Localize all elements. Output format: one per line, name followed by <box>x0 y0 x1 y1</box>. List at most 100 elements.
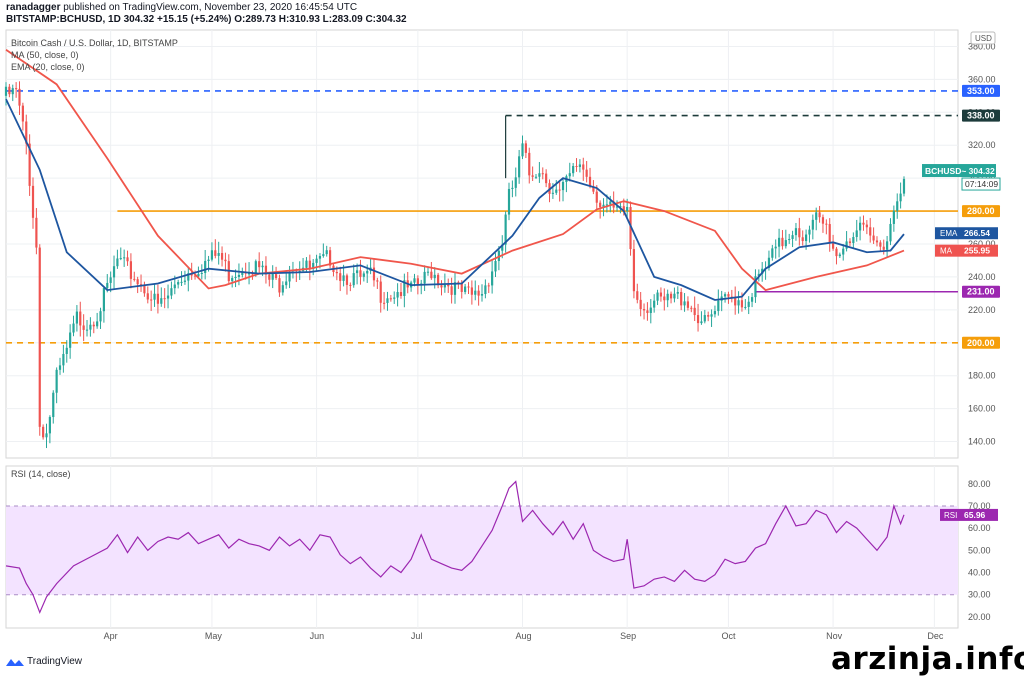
level-tag-338.00 <box>962 109 1000 122</box>
candle-body <box>852 237 855 244</box>
countdown-box <box>961 177 1001 191</box>
candle-body <box>747 301 750 307</box>
candle-body <box>349 284 352 286</box>
candle-body <box>804 234 808 242</box>
candle-body <box>622 206 625 212</box>
level-tag-text: 200.00 <box>967 338 995 348</box>
candle-body <box>507 188 511 215</box>
candle-body <box>139 284 143 286</box>
candle-body <box>197 273 200 277</box>
ma-legend[interactable]: MA (50, close, 0) <box>11 50 79 60</box>
candle-body <box>322 254 325 257</box>
candle-body <box>413 278 416 283</box>
candle-body <box>173 284 176 289</box>
candle-body <box>163 298 166 300</box>
candle-body <box>69 332 72 348</box>
candle-body <box>605 204 609 206</box>
candle-body <box>254 261 257 274</box>
author-name[interactable]: ranadagger <box>6 2 61 13</box>
candle-body <box>416 278 419 285</box>
candle-body <box>663 296 666 301</box>
candle-body <box>96 321 99 327</box>
candle-body <box>811 219 814 230</box>
candle-body <box>160 298 163 304</box>
price-tick-label: 380.00 <box>968 41 996 51</box>
candle-body <box>399 292 403 297</box>
candle-body <box>464 286 467 292</box>
candle-body <box>767 257 771 268</box>
rsi-legend[interactable]: RSI (14, close) <box>11 469 71 479</box>
candle-body <box>703 315 706 322</box>
candle-body <box>31 185 35 218</box>
price-tick-label: 260.00 <box>968 239 996 249</box>
level-tag-231.00 <box>962 285 1000 298</box>
candle-body <box>700 321 703 324</box>
candle-body <box>555 189 558 193</box>
candle-body <box>318 256 322 259</box>
candle-body <box>443 284 446 288</box>
candle-body <box>551 192 554 194</box>
candle-body <box>126 257 129 262</box>
candle-body <box>72 323 75 333</box>
candle-body <box>92 324 95 327</box>
candle-body <box>642 309 646 311</box>
last-price-tag <box>922 164 996 178</box>
candle-body <box>727 294 730 297</box>
candle-body <box>261 265 264 268</box>
candle-body <box>389 298 392 300</box>
candle-body <box>723 294 727 297</box>
candle-body <box>676 292 679 294</box>
candle-body <box>828 224 831 244</box>
candle-body <box>528 152 531 176</box>
candle-body <box>855 230 858 238</box>
candle-body <box>784 240 787 247</box>
tradingview-logo[interactable]: TradingView <box>6 656 82 667</box>
candle-body <box>403 280 406 297</box>
candle-body <box>396 292 399 298</box>
candle-body <box>359 270 362 277</box>
candle-body <box>241 271 244 275</box>
candle-body <box>558 189 561 191</box>
ma-line <box>5 49 905 292</box>
candle-body <box>11 88 14 95</box>
candle-body <box>572 166 575 174</box>
candle-body <box>754 276 757 298</box>
candle-body <box>447 284 450 287</box>
candle-body <box>200 273 203 275</box>
x-tick-label: May <box>205 631 223 641</box>
x-tick-label: Sep <box>620 631 636 641</box>
candle-body <box>713 311 717 315</box>
candle-body <box>187 273 190 281</box>
ema-legend[interactable]: EMA (20, close, 0) <box>11 62 85 72</box>
candle-body <box>582 164 585 170</box>
candle-body <box>538 173 541 177</box>
level-tag-text: 280.00 <box>967 206 995 216</box>
candle-body <box>123 257 126 259</box>
price-change: +15.15 (+5.24%) <box>156 14 232 25</box>
candle-body <box>609 201 612 205</box>
rsi-line <box>5 480 905 615</box>
candle-body <box>487 285 490 287</box>
candle-body <box>480 294 484 296</box>
price-tick-label: 320.00 <box>968 140 996 150</box>
candle-body <box>649 307 652 314</box>
candle-body <box>264 265 268 275</box>
candle-body <box>781 237 784 247</box>
candle-body <box>109 277 112 283</box>
candle-body <box>484 285 487 295</box>
rsi-tick-label: 50.00 <box>968 545 991 555</box>
candle-body <box>65 347 68 354</box>
candle-body <box>430 271 433 279</box>
price-tag-name: MA <box>940 247 953 256</box>
level-tag-280.00 <box>962 205 1000 218</box>
candle-body <box>352 273 355 286</box>
candle-body <box>28 143 31 186</box>
x-tick-label: Dec <box>927 631 944 641</box>
candles <box>4 81 906 449</box>
candle-body <box>788 238 791 241</box>
candle-body <box>177 282 180 285</box>
candle-body <box>133 278 136 280</box>
candle-body <box>524 143 527 153</box>
candle-body <box>902 178 906 194</box>
